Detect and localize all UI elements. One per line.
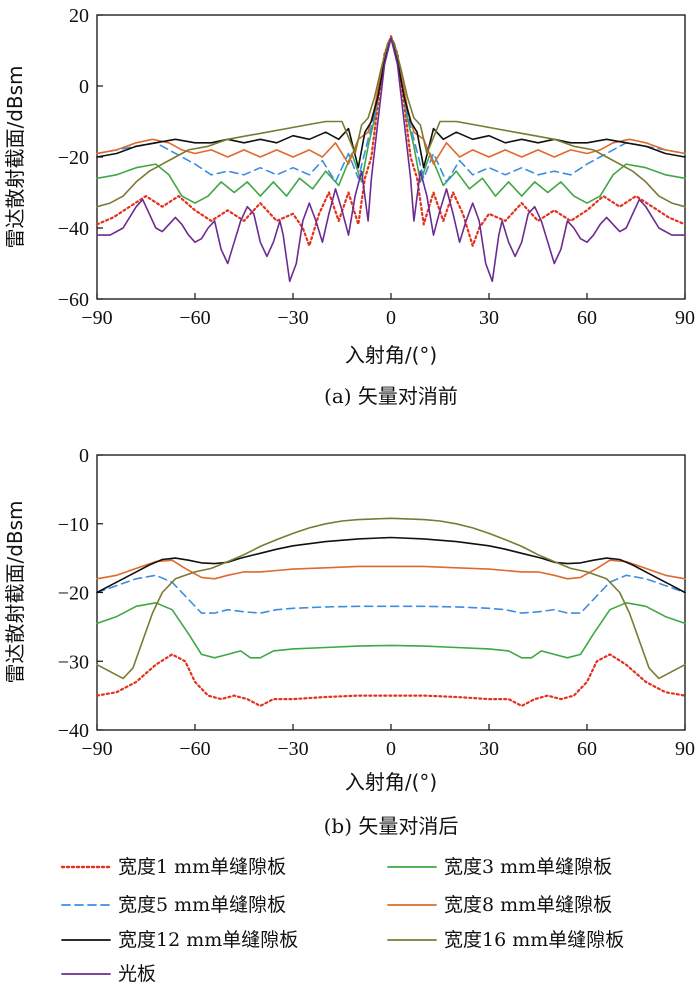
panel-b-caption: (b) 矢量对消后 — [324, 814, 459, 838]
legend-label-w12: 宽度12 mm单缝隙板 — [118, 929, 298, 951]
panel-b-series-line-w16 — [96, 517, 686, 680]
panel-b-x-tick-label: −90 — [81, 738, 112, 760]
panel-a-y-tick-label: −60 — [58, 289, 89, 311]
panel-b-x-axis-label: 入射角/(°) — [345, 770, 437, 794]
panel-b-series-group — [95, 517, 687, 707]
panel-a-caption: (a) 矢量对消前 — [324, 384, 458, 408]
panel-a-x-axis-label: 入射角/(°) — [345, 343, 437, 367]
panel-a-series-line-w1 — [95, 35, 687, 247]
legend-label-w3: 宽度3 mm单缝隙板 — [444, 856, 612, 878]
panel-a-y-tick-label: 20 — [69, 5, 89, 27]
panel-a-y-tick-label: −40 — [58, 218, 89, 240]
legend-label-w5: 宽度5 mm单缝隙板 — [118, 894, 286, 916]
panel-b: −90 −60 −30 0 30 60 90 −40 −30 −20 −10 0 入射角/(°) 雷达… — [3, 445, 695, 838]
panel-a-x-tick-label: 0 — [386, 307, 396, 329]
panel-a-x-tick-label: 30 — [479, 307, 499, 329]
panel-a-y-tick-label: −20 — [58, 147, 89, 169]
panel-a-series-line-w12 — [96, 37, 686, 169]
panel-a-plot-frame — [96, 14, 686, 300]
panel-b-x-tick-label: 60 — [577, 738, 597, 760]
panel-b-series-line-w8 — [96, 559, 686, 580]
panel-b-y-tick-label: −10 — [58, 514, 89, 536]
panel-a-series-line-w3 — [96, 37, 686, 204]
panel-b-series-line-w5 — [96, 574, 686, 614]
panel-a-series-line-w16 — [96, 37, 686, 208]
panel-a-y-tick-label: 0 — [79, 76, 89, 98]
panel-b-y-tick-label: −20 — [58, 583, 89, 605]
legend-label-w8: 宽度8 mm单缝隙板 — [444, 894, 612, 916]
panel-a-y-axis-label: 雷达散射截面/dBsm — [3, 65, 27, 248]
panel-a-series-line-w8 — [96, 37, 686, 165]
panel-b-x-tick-label: 0 — [386, 738, 396, 760]
legend-label-w16: 宽度16 mm单缝隙板 — [444, 929, 624, 951]
panel-b-x-tick-label: 90 — [675, 738, 695, 760]
panel-b-series-line-w12 — [96, 536, 686, 594]
panel-b-series-line-w1 — [95, 653, 687, 707]
panel-a-x-tick-label: 60 — [577, 307, 597, 329]
panel-b-x-tick-label: −60 — [179, 738, 210, 760]
panel-b-plot-frame — [96, 454, 686, 731]
panel-a-series-line-plate — [96, 37, 686, 283]
panel-b-y-axis-label: 雷达散射截面/dBsm — [3, 500, 27, 683]
panel-b-x-tick-label: 30 — [479, 738, 499, 760]
panel-a-x-tick-label: −60 — [179, 307, 210, 329]
panel-b-y-tick-label: 0 — [79, 445, 89, 467]
panel-b-series-line-w3 — [96, 602, 686, 659]
panel-a-series-line-w5 — [96, 37, 686, 183]
panel-b-x-tick-label: −30 — [277, 738, 308, 760]
panel-a-series-group — [95, 35, 687, 283]
legend-label-plate: 光板 — [118, 963, 156, 985]
panel-b-axis-ticks: −90 −60 −30 0 30 60 90 −40 −30 −20 −10 0 — [58, 445, 695, 760]
panel-b-y-tick-label: −40 — [58, 720, 89, 742]
panel-a-x-tick-label: −30 — [277, 307, 308, 329]
legend-label-w1: 宽度1 mm单缝隙板 — [118, 856, 286, 878]
panel-b-y-tick-label: −30 — [58, 651, 89, 673]
panel-a-x-tick-label: −90 — [81, 307, 112, 329]
panel-a-x-tick-label: 90 — [675, 307, 695, 329]
